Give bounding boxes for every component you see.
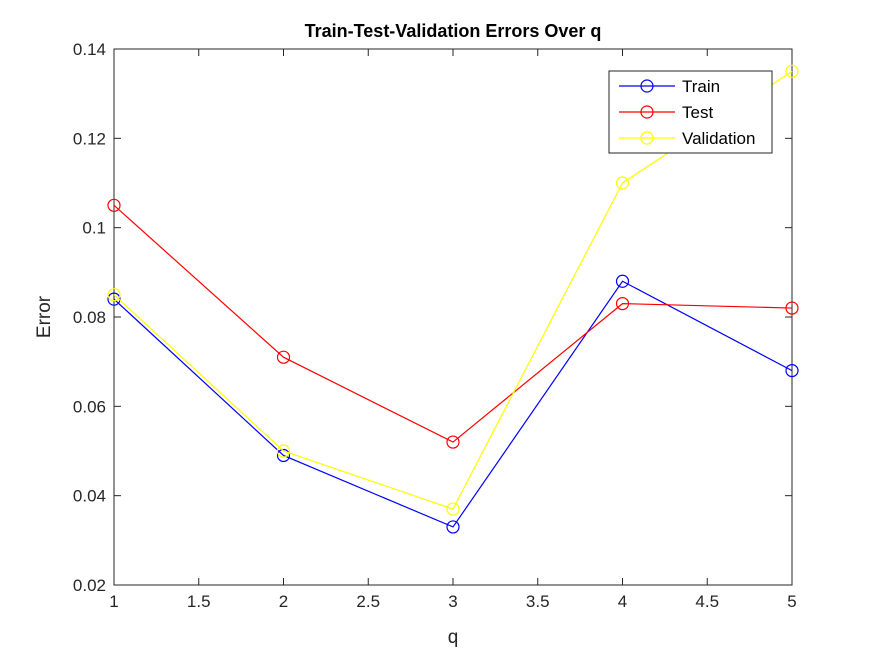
- data-point-validation: [785, 64, 799, 78]
- data-point-validation: [107, 288, 121, 302]
- series-line-test: [113, 204, 793, 443]
- y-tick-label: 0.12: [73, 129, 106, 148]
- y-tick-label: 0.08: [73, 308, 106, 327]
- data-point-test: [276, 350, 291, 364]
- x-tick-label: 3: [448, 592, 457, 611]
- y-tick-label: 0.14: [73, 40, 106, 59]
- x-tick-label: 4.5: [695, 592, 719, 611]
- legend-label: Validation: [682, 129, 755, 148]
- data-point-train: [276, 448, 291, 463]
- x-axis-label: q: [448, 627, 459, 648]
- y-tick-label: 0.02: [73, 576, 106, 595]
- data-point-train: [107, 292, 121, 306]
- series-train: [107, 274, 799, 534]
- x-tick-label: 2.5: [356, 592, 380, 611]
- data-point-train: [615, 274, 630, 288]
- data-point-validation: [276, 444, 291, 458]
- legend-marker: [640, 131, 654, 145]
- data-point-validation: [615, 176, 630, 190]
- x-tick-label: 1.5: [187, 592, 211, 611]
- legend-label: Train: [682, 77, 720, 96]
- data-point-train: [446, 520, 460, 534]
- legend-marker: [640, 79, 654, 93]
- data-point-test: [785, 301, 799, 315]
- data-point-train: [785, 364, 799, 378]
- y-axis-label: Error: [34, 295, 55, 338]
- series-test: [107, 198, 799, 449]
- axis-ticks: 1 1.5 2 2.5 3 3.5 4 4.5 5 0.02 0.04 0.06 0.08 0.1 0.12…: [73, 40, 797, 611]
- data-point-test: [615, 297, 630, 311]
- data-point-validation: [446, 502, 460, 516]
- y-tick-label: 0.04: [73, 487, 106, 506]
- series-line-train: [113, 280, 793, 528]
- y-tick-label: 0.06: [73, 397, 106, 416]
- legend-item-train: Train: [619, 77, 720, 96]
- x-tick-label: 1: [109, 592, 118, 611]
- data-point-test: [107, 198, 121, 212]
- x-tick-label: 3.5: [526, 592, 550, 611]
- legend: Train Test Validation: [608, 70, 773, 154]
- x-tick-label: 2: [279, 592, 288, 611]
- chart-title: Train-Test-Validation Errors Over q: [305, 21, 602, 41]
- data-point-test: [446, 435, 460, 449]
- x-tick-label: 5: [787, 592, 796, 611]
- y-tick-label: 0.1: [82, 219, 106, 238]
- legend-item-test: Test: [619, 103, 713, 122]
- legend-item-validation: Validation: [619, 129, 755, 148]
- legend-marker: [640, 105, 654, 119]
- x-tick-label: 4: [618, 592, 627, 611]
- legend-label: Test: [682, 103, 713, 122]
